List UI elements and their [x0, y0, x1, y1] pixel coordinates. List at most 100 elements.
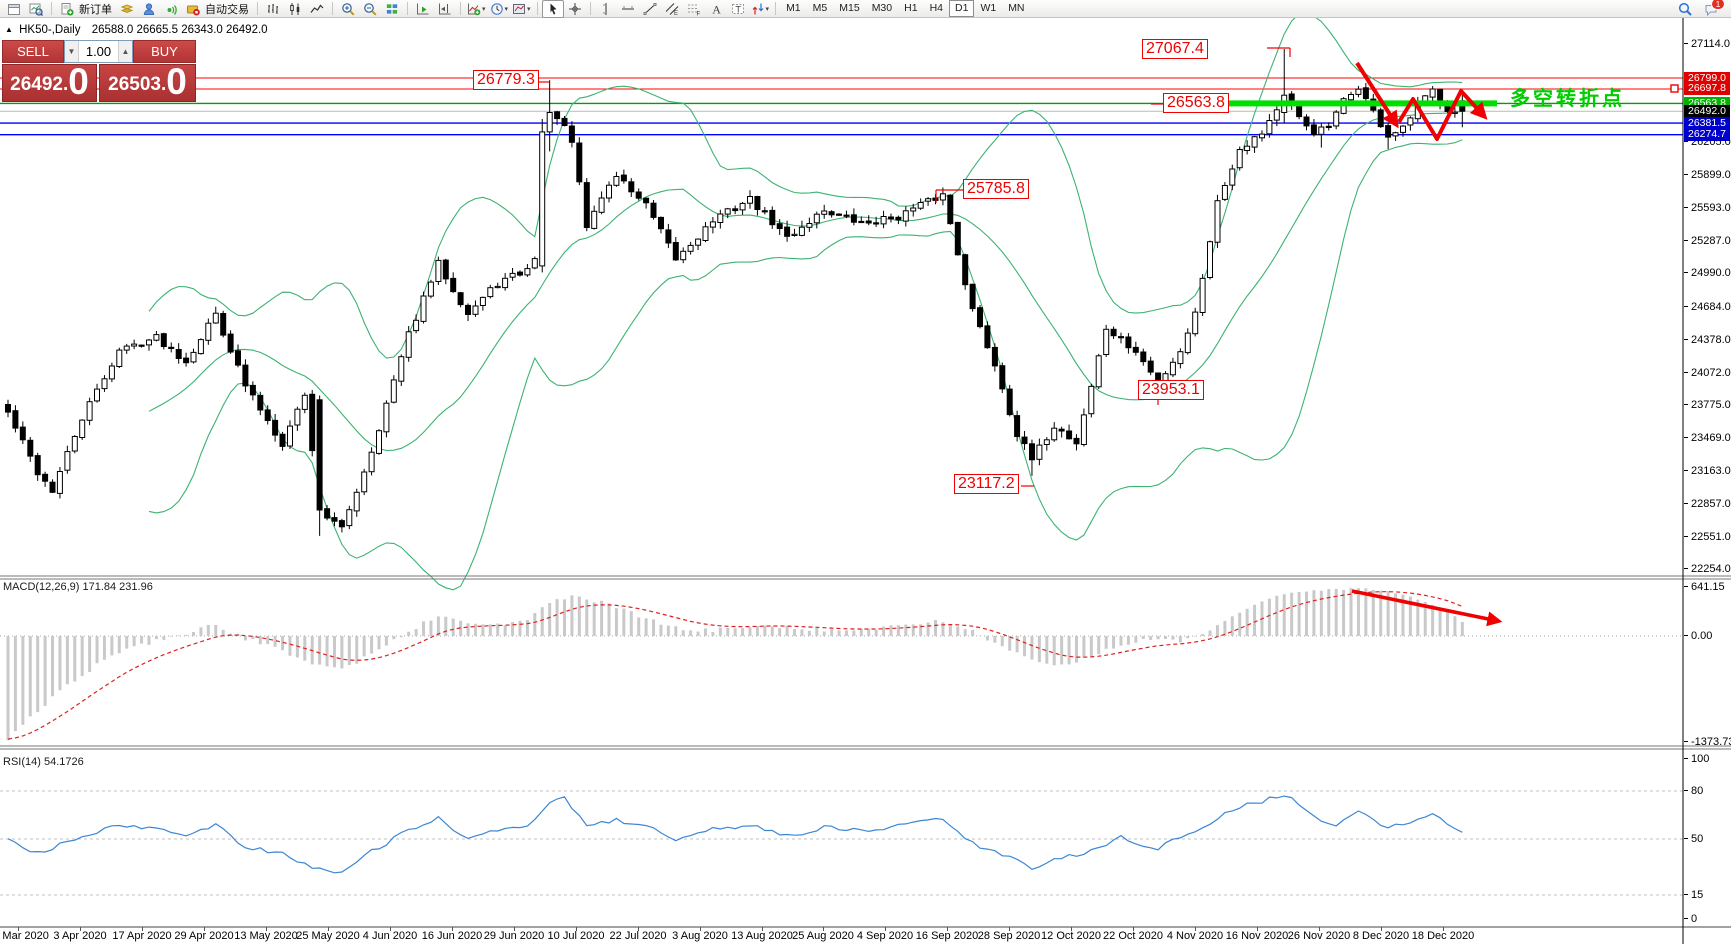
line-chart-button[interactable]	[306, 0, 328, 18]
text-a-button[interactable]: A	[705, 0, 727, 18]
window-button[interactable]	[3, 0, 25, 18]
timeframe-mn-button[interactable]: MN	[1008, 2, 1025, 14]
date-axis-tick	[390, 927, 391, 931]
zoom-out-icon	[364, 2, 377, 16]
new-order-button[interactable]	[56, 0, 78, 18]
fibo-button[interactable]: F	[683, 0, 705, 18]
bars-chart-button[interactable]	[262, 0, 284, 18]
price-flag[interactable]: 26779.3	[473, 70, 539, 90]
tick-dash	[1684, 372, 1688, 373]
sell-price-display[interactable]: 26492. 0	[2, 63, 97, 102]
rsi-pane	[0, 790, 1683, 896]
timeframe-d1-button[interactable]: D1	[949, 0, 975, 17]
tick-value: 22857.0	[1691, 498, 1731, 510]
tick-dash	[1684, 568, 1688, 569]
price-flag[interactable]: 27067.4	[1142, 39, 1208, 59]
person-button[interactable]	[138, 0, 160, 18]
tick-dash	[1684, 503, 1688, 504]
horizontal-level-lines	[0, 77, 1683, 136]
zoom-in-button[interactable]	[337, 0, 359, 18]
volume-value[interactable]: 1.00	[85, 44, 112, 59]
date-axis-label: 17 Apr 2020	[112, 930, 172, 942]
timeframe-h1-button[interactable]: H1	[904, 2, 918, 14]
channel-button[interactable]: E	[661, 0, 683, 18]
tick-value: 23469.0	[1691, 432, 1731, 444]
hline-button[interactable]	[617, 0, 639, 18]
arrows-button[interactable]: ▾	[749, 0, 772, 18]
channel-icon: E	[665, 2, 678, 16]
tick-value: 24684.0	[1691, 301, 1731, 313]
vline-button[interactable]	[595, 0, 617, 18]
main-toolbar: 新订单 自动交易 ▾ ▾ ▾ E F A T ▾ M1 M5 M15 M30 H1 H4 D1 W1 MN 1	[0, 0, 1731, 18]
price-flag[interactable]: 26563.8	[1163, 93, 1229, 113]
date-axis-tick	[1133, 927, 1134, 931]
date-axis-label: 28 Sep 2020	[977, 930, 1041, 942]
timeframe-w1-button[interactable]: W1	[980, 2, 997, 14]
periods-button[interactable]: ▾	[488, 0, 511, 18]
tick-value: 24378.0	[1691, 334, 1731, 346]
macd-axis-tick: 641.15	[1684, 581, 1731, 593]
date-axis-label: 22 Jul 2020	[609, 930, 667, 942]
tick-dash	[1684, 207, 1688, 208]
signal-button[interactable]	[160, 0, 182, 18]
trendline-button[interactable]	[639, 0, 661, 18]
rsi-axis-tick: 50	[1684, 833, 1731, 845]
layers-button[interactable]	[116, 0, 138, 18]
notifications-button[interactable]: 1	[1700, 0, 1725, 18]
search-button[interactable]	[1674, 0, 1696, 18]
price-big-digit: 0	[166, 61, 187, 102]
add-indicator-icon	[468, 3, 481, 15]
timeframe-m30-button[interactable]: M30	[871, 2, 893, 14]
price-head: 26492.	[10, 74, 69, 95]
price-axis-tick: 24684.0	[1684, 301, 1731, 313]
crosshair-button[interactable]	[564, 0, 586, 18]
timeframe-m1-button[interactable]: M1	[786, 2, 801, 14]
volume-increase-button[interactable]: ▲	[118, 41, 132, 62]
volume-decrease-button[interactable]: ▼	[65, 41, 79, 62]
auto-scroll-button[interactable]	[412, 0, 434, 18]
tick-value: 22254.0	[1691, 563, 1731, 575]
price-axis-tick: 25593.0	[1684, 202, 1731, 214]
text-label-button[interactable]: T	[727, 0, 749, 18]
zoom-out-button[interactable]	[359, 0, 381, 18]
templates-button[interactable]: ▾	[510, 0, 533, 18]
price-flag[interactable]: 25785.8	[963, 179, 1029, 199]
date-axis-label: 16 Jun 2020	[421, 930, 483, 942]
timeframe-m15-button[interactable]: M15	[839, 2, 860, 14]
timeframe-h4-button[interactable]: H4	[929, 2, 943, 14]
tick-value: 27114.0	[1691, 38, 1730, 50]
autotrade-button[interactable]	[182, 0, 204, 18]
sell-button[interactable]: SELL	[2, 40, 64, 63]
turning-point-annotation[interactable]: 多空转折点	[1510, 88, 1625, 110]
macd-decline-arrow[interactable]	[1351, 589, 1503, 627]
timeframe-m5-button[interactable]: M5	[812, 2, 828, 14]
candle-chart-button[interactable]	[284, 0, 306, 18]
tick-value: 25287.0	[1691, 235, 1731, 247]
macd-histogram	[6, 588, 1464, 741]
vline-icon	[602, 2, 607, 15]
price-flag[interactable]: 23117.2	[954, 474, 1019, 494]
rsi-line	[7, 795, 1463, 874]
add-indicator-button[interactable]: ▾	[465, 0, 488, 18]
chart-window-button[interactable]	[25, 0, 47, 18]
buy-button[interactable]: BUY	[133, 40, 196, 63]
toolbar-right-icons: 1	[1674, 0, 1728, 18]
hline-icon	[621, 5, 634, 9]
date-axis-label: 18 Dec 2020	[1411, 930, 1475, 942]
cursor-button[interactable]	[541, 0, 564, 18]
tile-windows-icon	[386, 3, 398, 14]
tile-windows-button[interactable]	[381, 0, 403, 18]
chart-shift-button[interactable]	[434, 0, 456, 18]
tick-dash	[1684, 240, 1688, 241]
macd-signal-line	[7, 591, 1463, 740]
volume-stepper[interactable]: ▼ 1.00 ▲	[64, 40, 133, 63]
new-order-label: 新订单	[79, 3, 112, 16]
hline-drag-handle[interactable]	[1670, 84, 1679, 93]
crosshair-icon	[568, 2, 581, 15]
line-chart-icon	[310, 4, 324, 13]
price-flag[interactable]: 23953.1	[1138, 380, 1204, 400]
layers-icon	[120, 3, 134, 13]
buy-price-display[interactable]: 26503. 0	[99, 61, 196, 102]
turning-point-level-highlight[interactable]	[1213, 100, 1497, 107]
